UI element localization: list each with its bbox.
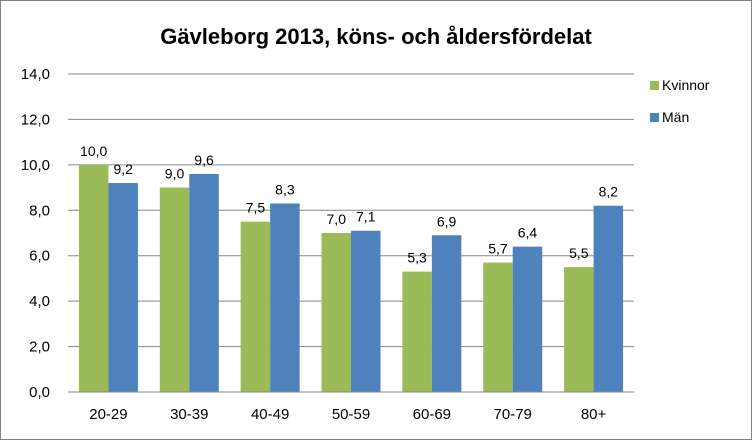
legend-swatch: [650, 81, 659, 90]
y-tick-label: 2,0: [29, 339, 50, 356]
x-tick-label: 80+: [581, 406, 607, 423]
bar-kvinnor: [241, 222, 271, 392]
data-label: 9,2: [113, 161, 133, 177]
x-tick-label: 40-49: [251, 406, 289, 423]
bar-kvinnor: [160, 188, 190, 392]
bar-man: [270, 203, 300, 392]
data-label: 9,6: [194, 152, 214, 168]
legend: Kvinnor Män: [650, 77, 710, 125]
x-tick-label: 60-69: [413, 406, 451, 423]
data-label: 7,0: [327, 211, 347, 227]
data-label: 6,4: [518, 225, 538, 241]
data-label: 10,0: [80, 143, 107, 159]
y-tick-label: 0,0: [29, 384, 50, 401]
y-tick-label: 6,0: [29, 248, 50, 265]
bar-kvinnor: [564, 267, 594, 392]
legend-label: Kvinnor: [662, 77, 710, 93]
x-tick-label: 20-29: [89, 406, 127, 423]
data-label: 6,9: [437, 213, 457, 229]
bar-man: [189, 174, 219, 392]
bar-kvinnor: [402, 272, 432, 392]
data-label: 9,0: [165, 166, 185, 182]
bar-man: [594, 206, 624, 392]
y-tick-label: 10,0: [21, 157, 50, 174]
y-tick-label: 8,0: [29, 202, 50, 219]
x-axis-ticks: 20-29 30-39 40-49 50-59 60-69 70-79 80+: [89, 406, 606, 423]
data-label: 7,5: [246, 200, 266, 216]
bar-man: [432, 235, 462, 392]
data-label: 5,5: [569, 245, 589, 261]
x-tick-label: 70-79: [494, 406, 532, 423]
y-tick-label: 14,0: [21, 66, 50, 83]
bar-man: [513, 247, 543, 392]
x-tick-label: 30-39: [170, 406, 208, 423]
data-label: 8,2: [599, 184, 619, 200]
data-label: 5,3: [407, 250, 427, 266]
bar-kvinnor: [79, 165, 109, 392]
data-label: 5,7: [488, 241, 508, 257]
bars: [79, 165, 623, 392]
bar-man: [108, 183, 138, 392]
data-label: 7,1: [356, 209, 376, 225]
y-axis-ticks: 0,0 2,0 4,0 6,0 8,0 10,0 12,0 14,0: [21, 66, 50, 401]
legend-swatch: [650, 113, 659, 122]
data-label: 8,3: [275, 181, 295, 197]
legend-label: Män: [662, 109, 689, 125]
bar-man: [351, 231, 381, 392]
y-tick-label: 4,0: [29, 293, 50, 310]
bar-kvinnor: [483, 263, 513, 392]
chart-title: Gävleborg 2013, köns- och åldersfördelat: [160, 24, 592, 49]
bar-kvinnor: [322, 233, 352, 392]
x-tick-label: 50-59: [332, 406, 370, 423]
y-tick-label: 12,0: [21, 111, 50, 128]
